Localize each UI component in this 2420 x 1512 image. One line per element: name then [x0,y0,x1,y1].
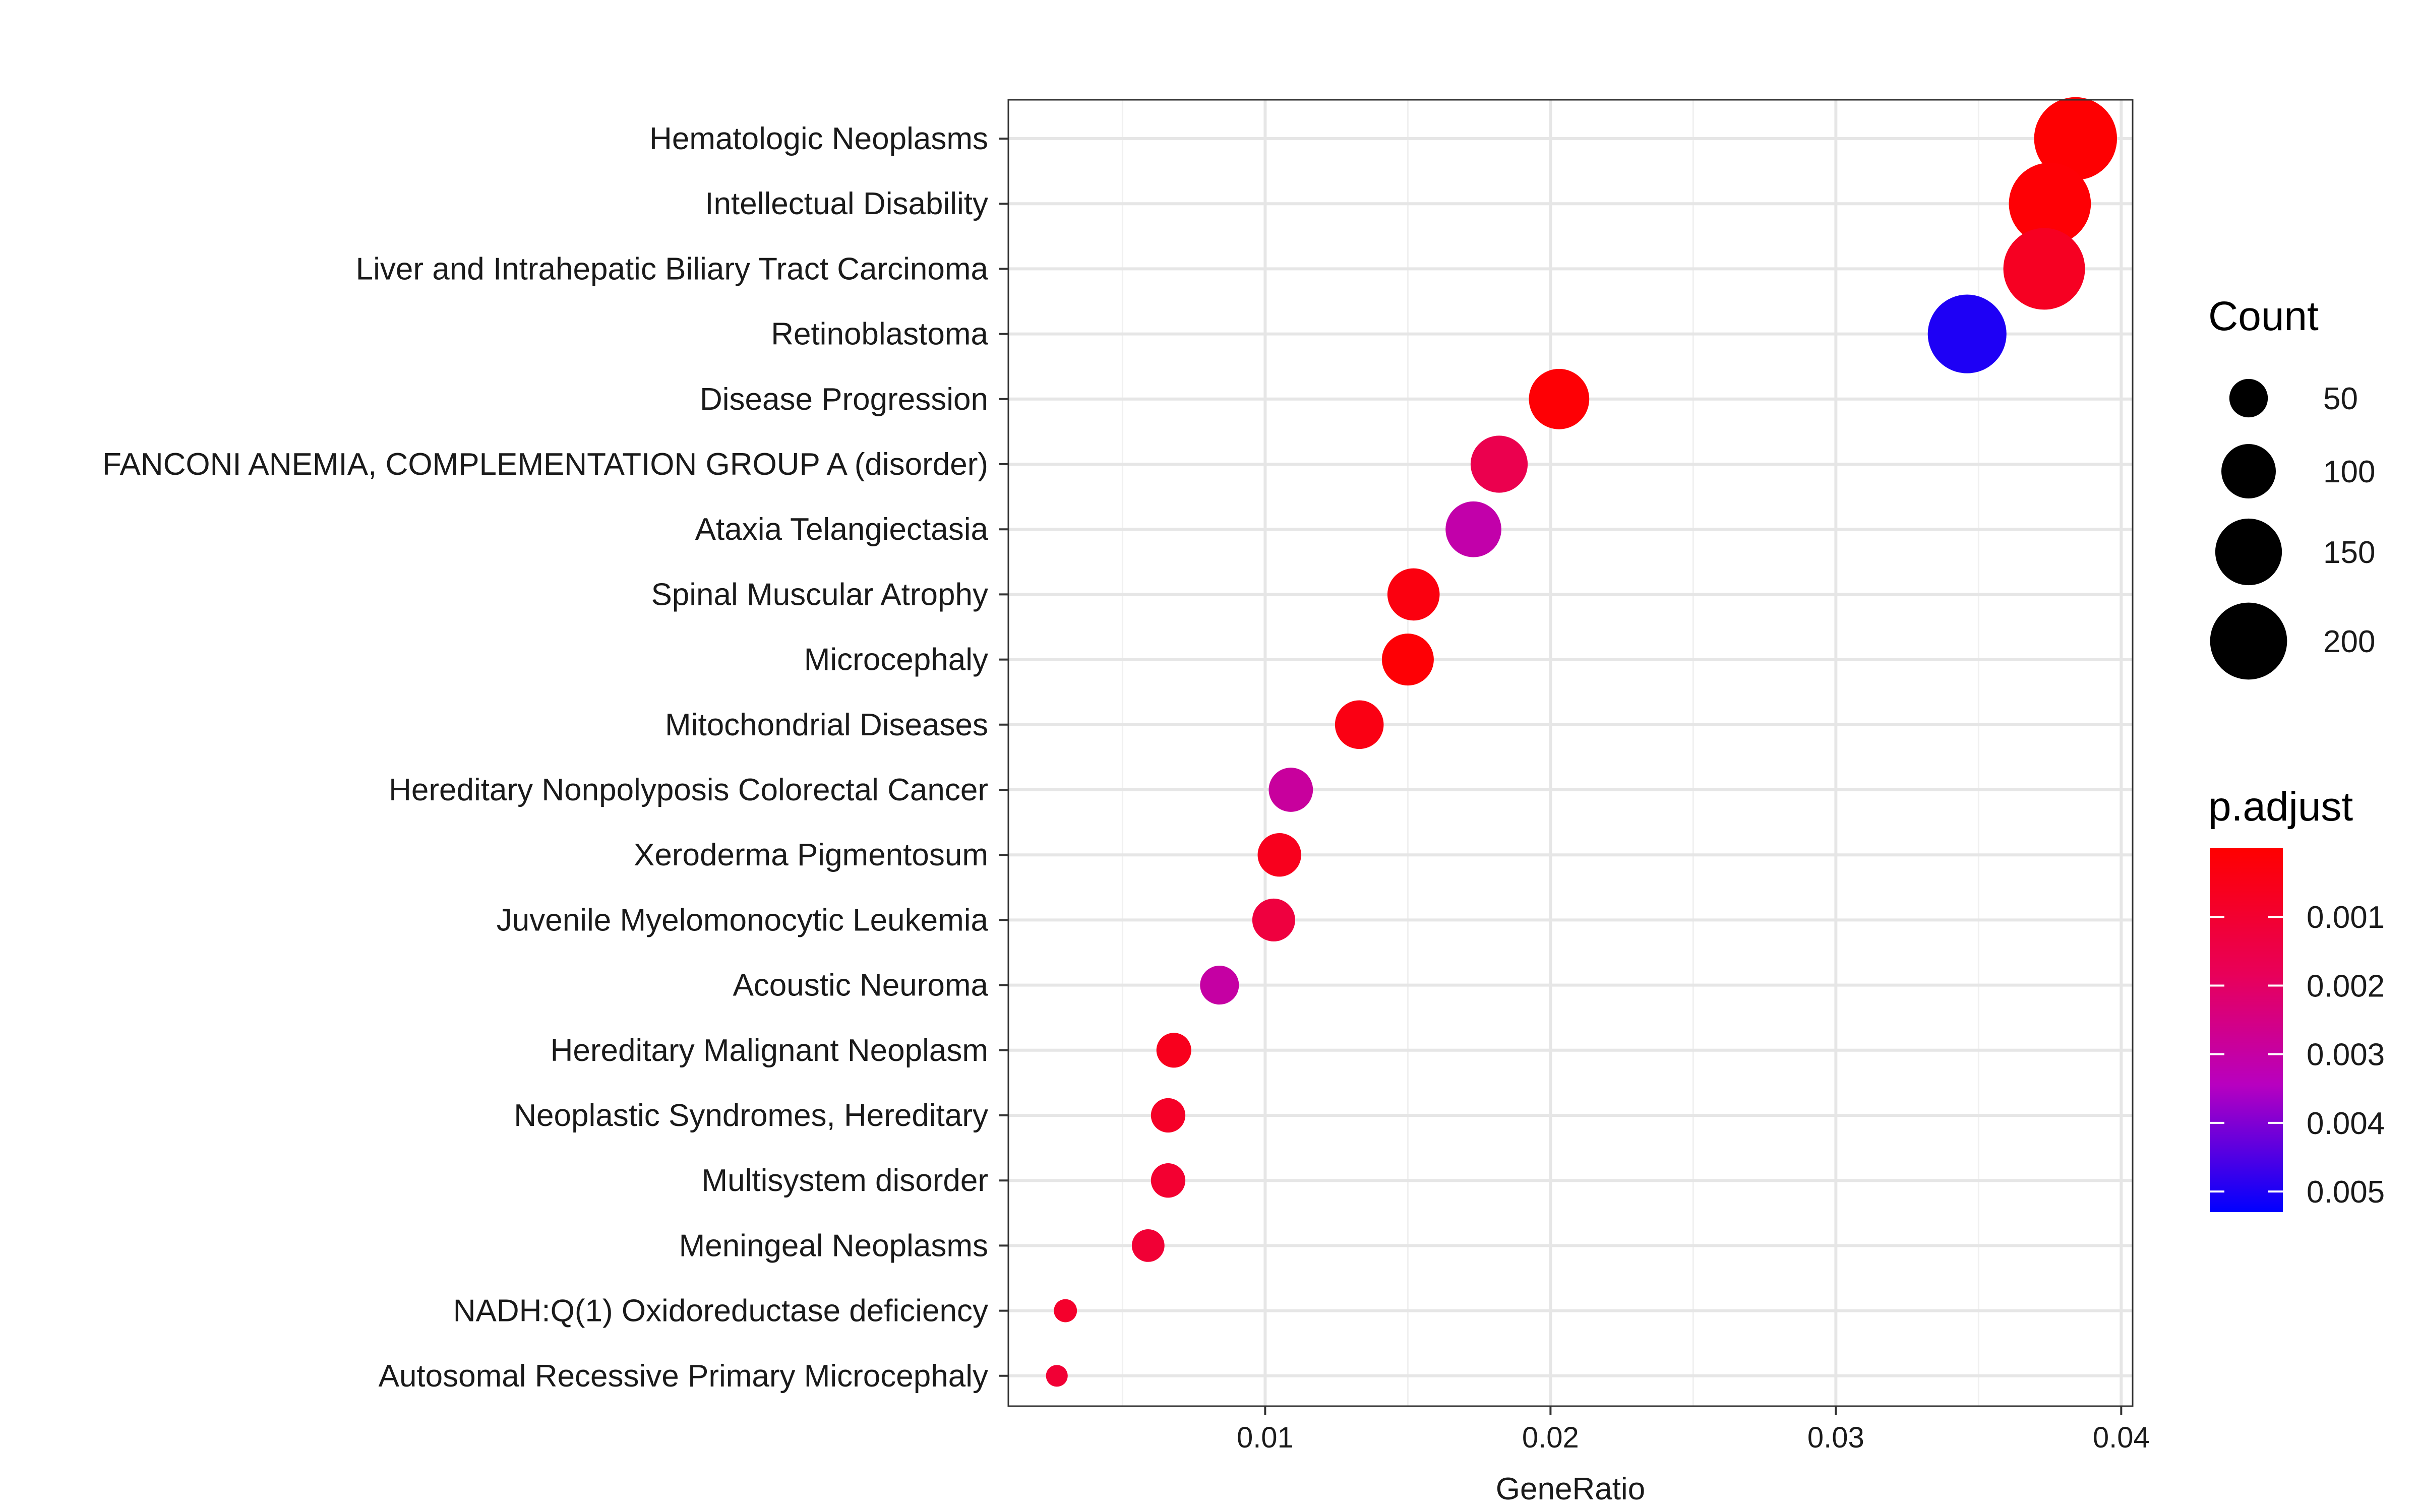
color-legend-label: 0.005 [2307,1175,2385,1210]
color-legend-label: 0.003 [2307,1038,2385,1073]
y-tick-label: Liver and Intrahepatic Biliary Tract Car… [356,251,989,286]
y-tick-label: Hereditary Nonpolyposis Colorectal Cance… [389,773,988,807]
data-point [1151,1098,1186,1133]
major-grid [1008,100,2133,1406]
data-point [1927,294,2007,373]
data-point [1387,568,1440,621]
data-point [1335,700,1384,749]
y-tick-label: Xeroderma Pigmentosum [634,838,988,872]
x-tick-label: 0.04 [2093,1421,2150,1454]
color-legend-ticks: 0.001 0.002 0.003 0.004 0.005 [2210,900,2385,1210]
color-legend-label: 0.004 [2307,1106,2385,1141]
size-legend-swatch [2229,379,2268,418]
data-point [1445,501,1501,557]
size-legend-swatch [2210,602,2287,680]
y-tick-label: Intellectual Disability [705,186,988,221]
y-tick-label: Disease Progression [700,382,988,417]
x-axis-title: GeneRatio [1496,1472,1645,1506]
data-point [1252,898,1295,941]
data-point [1046,1365,1068,1387]
x-tick-label: 0.03 [1807,1421,1864,1454]
plot-border [1007,99,2134,1407]
y-tick-label: Mitochondrial Diseases [665,708,988,742]
x-axis: 0.01 0.02 0.03 0.04 [1237,1406,2150,1454]
x-tick-label: 0.02 [1522,1421,1579,1454]
y-tick-label: Meningeal Neoplasms [679,1228,988,1263]
y-tick-label: NADH:Q(1) Oxidoreductase deficiency [453,1294,988,1329]
y-tick-label: FANCONI ANEMIA, COMPLEMENTATION GROUP A … [102,447,988,482]
size-legend-label: 50 [2323,382,2358,416]
size-legend-swatch [2215,518,2282,586]
data-point [1268,768,1313,812]
x-tick-label: 0.01 [1237,1421,1294,1454]
y-tick-label: Neoplastic Syndromes, Hereditary [514,1098,988,1133]
y-tick-label: Ataxia Telangiectasia [695,512,989,547]
y-tick-label: Retinoblastoma [771,317,988,352]
size-legend-items: 50 100 150 200 [2210,379,2375,680]
data-point [1200,966,1239,1005]
y-axis: Hematologic Neoplasms Intellectual Disabi… [102,121,1008,1394]
size-legend-label: 100 [2323,455,2375,489]
y-tick-label: Hereditary Malignant Neoplasm [551,1033,988,1068]
data-point [1054,1299,1077,1322]
color-legend: p.adjust 0.001 0.002 0.003 0.004 0.005 [2208,784,2385,1212]
size-legend-label: 200 [2323,624,2375,659]
data-points [1046,97,2118,1387]
y-tick-label: Autosomal Recessive Primary Microcephaly [379,1359,988,1394]
data-point [1131,1229,1165,1262]
size-legend-swatch [2221,444,2276,498]
data-point [1381,634,1434,686]
y-tick-label: Multisystem disorder [702,1163,988,1198]
y-tick-label: Juvenile Myelomonocytic Leukemia [497,903,989,937]
y-tick-label: Acoustic Neuroma [733,968,988,1003]
y-tick-label: Microcephaly [804,643,988,677]
data-point [2009,162,2091,245]
data-point [1470,435,1528,493]
y-tick-label: Spinal Muscular Atrophy [651,577,988,612]
color-legend-title: p.adjust [2208,784,2353,830]
data-point [1257,833,1301,877]
data-point [1156,1033,1191,1068]
color-bar [2210,848,2283,1212]
data-point [1529,368,1590,429]
color-legend-label: 0.001 [2307,900,2385,935]
y-tick-label: Hematologic Neoplasms [649,121,988,156]
size-legend: Count 50 100 150 200 [2208,293,2375,680]
data-point [2034,97,2118,180]
size-legend-title: Count [2208,293,2319,339]
data-point [1151,1163,1186,1198]
size-legend-label: 150 [2323,535,2375,570]
color-legend-label: 0.002 [2307,969,2385,1003]
data-point [2003,228,2085,310]
